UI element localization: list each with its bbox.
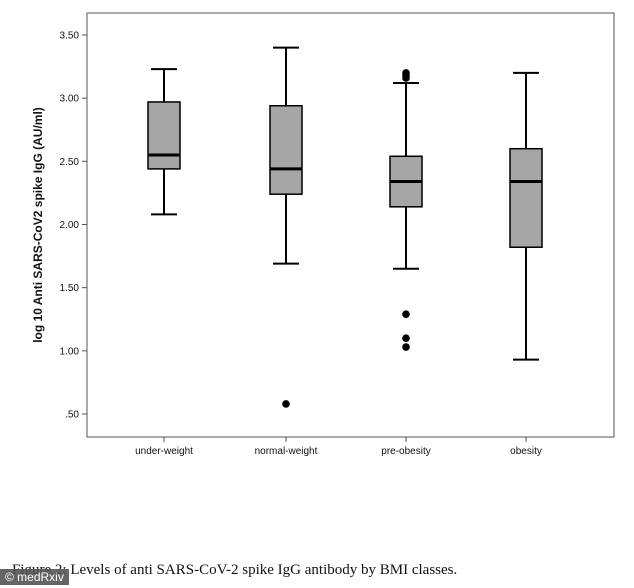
x-tick-label: obesity xyxy=(510,446,542,457)
box-series xyxy=(147,46,543,408)
interquartile-box xyxy=(509,147,543,248)
interquartile-box xyxy=(269,104,303,195)
y-axis-label: log 10 Anti SARS-CoV2 spike IgG (AU/ml) xyxy=(31,107,45,343)
outlier-point xyxy=(402,343,410,351)
outlier-point xyxy=(282,400,290,408)
y-tick-label: 3.00 xyxy=(60,94,80,105)
y-tick-label: 2.00 xyxy=(60,220,80,231)
outlier-point xyxy=(402,69,410,77)
box-normal-weight xyxy=(269,46,303,408)
box-obesity xyxy=(509,71,543,361)
y-axis-ticks: .50 1.00 1.50 2.00 2.50 3.00 3.50 xyxy=(60,31,87,421)
y-tick-label: 2.50 xyxy=(60,157,80,168)
x-tick-label: normal-weight xyxy=(255,446,318,457)
y-tick-label: 3.50 xyxy=(60,31,80,42)
medrxiv-watermark: © medRxiv xyxy=(0,569,69,585)
y-tick-label: .50 xyxy=(65,410,79,421)
figure-caption: Figure 2: Levels of anti SARS-CoV-2 spik… xyxy=(12,562,458,578)
outlier-point xyxy=(402,334,410,343)
box-under-weight xyxy=(147,68,181,216)
x-axis-ticks: under-weight normal-weight pre-obesity obes… xyxy=(135,437,542,457)
outlier-point xyxy=(402,310,410,318)
box-pre-obesity xyxy=(389,69,423,351)
y-tick-label: 1.50 xyxy=(60,283,80,294)
y-tick-label: 1.00 xyxy=(60,346,80,357)
boxplot-chart: log 10 Anti SARS-CoV2 spike IgG (AU/ml) … xyxy=(31,12,615,457)
x-tick-label: pre-obesity xyxy=(381,446,430,457)
interquartile-box xyxy=(147,101,181,170)
x-tick-label: under-weight xyxy=(135,446,193,457)
